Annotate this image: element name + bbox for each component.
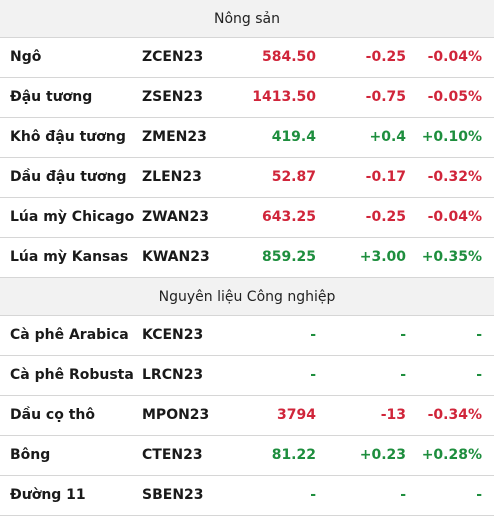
commodity-symbol: SBEN23 bbox=[142, 487, 204, 503]
table-row[interactable]: Bông CTEN23 81.22 +0.23 +0.28% bbox=[0, 436, 494, 476]
commodity-change-percent: - bbox=[476, 487, 482, 503]
commodity-change-percent: +0.28% bbox=[421, 447, 482, 463]
commodity-name: Dầu đậu tương bbox=[10, 169, 127, 185]
commodity-price: - bbox=[310, 487, 316, 503]
commodity-change-percent: +0.35% bbox=[421, 249, 482, 265]
commodity-symbol: ZLEN23 bbox=[142, 169, 202, 185]
commodity-price: 584.50 bbox=[261, 49, 316, 65]
table-row[interactable]: Cà phê Arabica KCEN23 - - - bbox=[0, 316, 494, 356]
commodity-price: 643.25 bbox=[261, 209, 316, 225]
commodity-symbol: ZWAN23 bbox=[142, 209, 209, 225]
table-row[interactable]: Dầu đậu tương ZLEN23 52.87 -0.17 -0.32% bbox=[0, 158, 494, 198]
table-row[interactable]: Đường 11 SBEN23 - - - bbox=[0, 476, 494, 516]
commodity-change: +3.00 bbox=[359, 249, 406, 265]
commodity-name: Ngô bbox=[10, 49, 42, 65]
commodity-change: -0.17 bbox=[365, 169, 406, 185]
table-row[interactable]: Lúa mỳ Kansas KWAN23 859.25 +3.00 +0.35% bbox=[0, 238, 494, 278]
commodity-name: Lúa mỳ Kansas bbox=[10, 249, 129, 265]
commodity-change-percent: -0.32% bbox=[427, 169, 482, 185]
commodity-change: - bbox=[400, 367, 406, 383]
commodity-name: Cà phê Robusta bbox=[10, 367, 134, 383]
commodity-change: - bbox=[400, 327, 406, 343]
commodity-name: Bông bbox=[10, 447, 51, 463]
commodity-symbol: ZSEN23 bbox=[142, 89, 203, 105]
commodity-price: 859.25 bbox=[261, 249, 316, 265]
commodity-change-percent: -0.05% bbox=[427, 89, 482, 105]
commodity-change-percent: - bbox=[476, 367, 482, 383]
table-row[interactable]: Cà phê Robusta LRCN23 - - - bbox=[0, 356, 494, 396]
table-row[interactable]: Đậu tương ZSEN23 1413.50 -0.75 -0.05% bbox=[0, 78, 494, 118]
commodity-price: 419.4 bbox=[271, 129, 316, 145]
commodity-change: -0.25 bbox=[365, 49, 406, 65]
commodity-price: 3794 bbox=[277, 407, 316, 423]
commodity-price: 81.22 bbox=[271, 447, 316, 463]
commodity-change-percent: -0.04% bbox=[427, 209, 482, 225]
commodity-symbol: CTEN23 bbox=[142, 447, 203, 463]
commodity-symbol: ZCEN23 bbox=[142, 49, 204, 65]
commodity-symbol: LRCN23 bbox=[142, 367, 204, 383]
commodity-symbol: KWAN23 bbox=[142, 249, 210, 265]
commodity-change-percent: -0.04% bbox=[427, 49, 482, 65]
commodity-change-percent: +0.10% bbox=[421, 129, 482, 145]
commodity-price-table: Nông sản Ngô ZCEN23 584.50 -0.25 -0.04% Đậu … bbox=[0, 0, 494, 516]
commodity-change: -0.75 bbox=[365, 89, 406, 105]
table-row[interactable]: Lúa mỳ Chicago ZWAN23 643.25 -0.25 -0.04% bbox=[0, 198, 494, 238]
commodity-name: Lúa mỳ Chicago bbox=[10, 209, 135, 225]
commodity-price: - bbox=[310, 367, 316, 383]
commodity-change-percent: -0.34% bbox=[427, 407, 482, 423]
commodity-symbol: ZMEN23 bbox=[142, 129, 207, 145]
table-row[interactable]: Dầu cọ thô MPON23 3794 -13 -0.34% bbox=[0, 396, 494, 436]
commodity-price: 1413.50 bbox=[252, 89, 316, 105]
section-header-industrial: Nguyên liệu Công nghiệp bbox=[0, 278, 494, 316]
table-row[interactable]: Ngô ZCEN23 584.50 -0.25 -0.04% bbox=[0, 38, 494, 78]
commodity-price: - bbox=[310, 327, 316, 343]
commodity-change: -0.25 bbox=[365, 209, 406, 225]
table-row[interactable]: Khô đậu tương ZMEN23 419.4 +0.4 +0.10% bbox=[0, 118, 494, 158]
commodity-change: - bbox=[400, 487, 406, 503]
commodity-name: Cà phê Arabica bbox=[10, 327, 129, 343]
commodity-symbol: MPON23 bbox=[142, 407, 210, 423]
commodity-change: -13 bbox=[380, 407, 406, 423]
commodity-change-percent: - bbox=[476, 327, 482, 343]
commodity-change: +0.4 bbox=[369, 129, 406, 145]
section-header-agriculture: Nông sản bbox=[0, 0, 494, 38]
commodity-name: Dầu cọ thô bbox=[10, 407, 95, 423]
commodity-change: +0.23 bbox=[359, 447, 406, 463]
commodity-name: Khô đậu tương bbox=[10, 129, 126, 145]
commodity-name: Đậu tương bbox=[10, 89, 93, 105]
commodity-symbol: KCEN23 bbox=[142, 327, 204, 343]
commodity-name: Đường 11 bbox=[10, 487, 86, 503]
commodity-price: 52.87 bbox=[271, 169, 316, 185]
